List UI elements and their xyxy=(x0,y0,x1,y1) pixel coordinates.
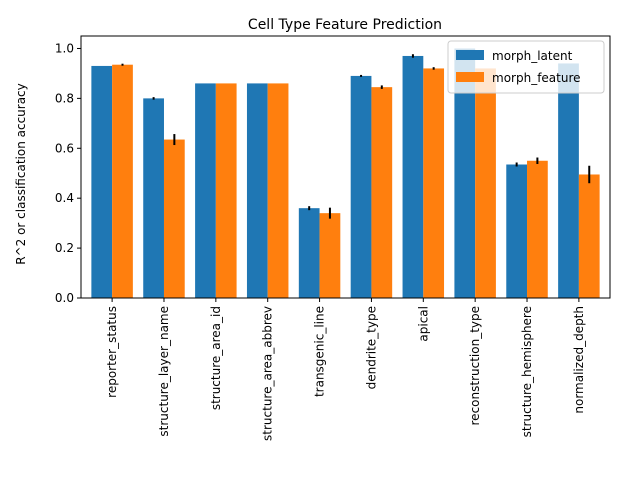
bar-morph_feature-5 xyxy=(371,87,393,299)
y-tick-label-5: 1.0 xyxy=(55,41,74,55)
bar-morph_latent-3 xyxy=(246,83,268,299)
y-tick-label-0: 0.0 xyxy=(55,291,74,305)
x-tick-label-8: structure_hemisphere xyxy=(520,306,534,437)
bar-morph_latent-6 xyxy=(402,55,424,298)
x-tick-label-9: normalized_depth xyxy=(572,306,586,414)
y-axis-label: R^2 or classification accuracy xyxy=(14,83,28,265)
y-tick-label-3: 0.6 xyxy=(55,141,74,155)
y-tick-label-1: 0.2 xyxy=(55,241,74,255)
y-tick-label-4: 0.8 xyxy=(55,91,74,105)
legend-label-morph_feature: morph_feature xyxy=(492,71,581,85)
bar-morph_latent-1 xyxy=(143,98,164,298)
legend-swatch-morph_feature xyxy=(456,72,484,82)
x-tick-label-5: dendrite_type xyxy=(364,306,378,389)
legend-swatch-morph_latent xyxy=(456,50,484,60)
x-tick-label-0: reporter_status xyxy=(105,306,119,398)
bar-morph_latent-7 xyxy=(454,48,476,298)
bar-morph_latent-9 xyxy=(558,63,579,299)
bar-morph_latent-8 xyxy=(506,164,528,298)
x-tick-label-1: structure_layer_name xyxy=(157,306,171,437)
x-tick-label-2: structure_area_id xyxy=(209,306,223,410)
legend-label-morph_latent: morph_latent xyxy=(492,49,573,63)
bar-morph_latent-4 xyxy=(298,208,320,298)
plot-area: 0.0 0.2 0.4 0.6 0.8 1.0 reporter_status structu… xyxy=(55,35,611,441)
bar-morph_latent-0 xyxy=(91,65,113,298)
bar-morph_feature-7 xyxy=(475,68,496,298)
bar-morph_feature-6 xyxy=(423,68,445,298)
x-tick-label-7: reconstruction_type xyxy=(468,306,482,425)
axes-frame xyxy=(80,35,611,299)
bar-morph_feature-3 xyxy=(267,83,289,299)
x-tick-label-6: apical xyxy=(416,306,430,342)
chart-title: Cell Type Feature Prediction xyxy=(248,17,442,33)
bar-morph_feature-2 xyxy=(215,83,237,299)
bar-morph_feature-0 xyxy=(112,64,133,298)
bar-morph_feature-8 xyxy=(527,160,548,298)
bar-morph_latent-5 xyxy=(350,75,372,298)
legend-box xyxy=(447,40,605,94)
legend: morph_latent morph_feature xyxy=(447,40,605,94)
bar-morph_feature-1 xyxy=(163,139,185,298)
y-tick-label-2: 0.4 xyxy=(55,191,74,205)
bar-morph_feature-9 xyxy=(578,174,600,298)
bar-morph_latent-2 xyxy=(195,83,216,299)
x-tick-label-4: transgenic_line xyxy=(313,306,327,397)
x-tick-label-3: structure_area_abbrev xyxy=(261,306,275,441)
bar-morph_feature-4 xyxy=(319,213,341,298)
